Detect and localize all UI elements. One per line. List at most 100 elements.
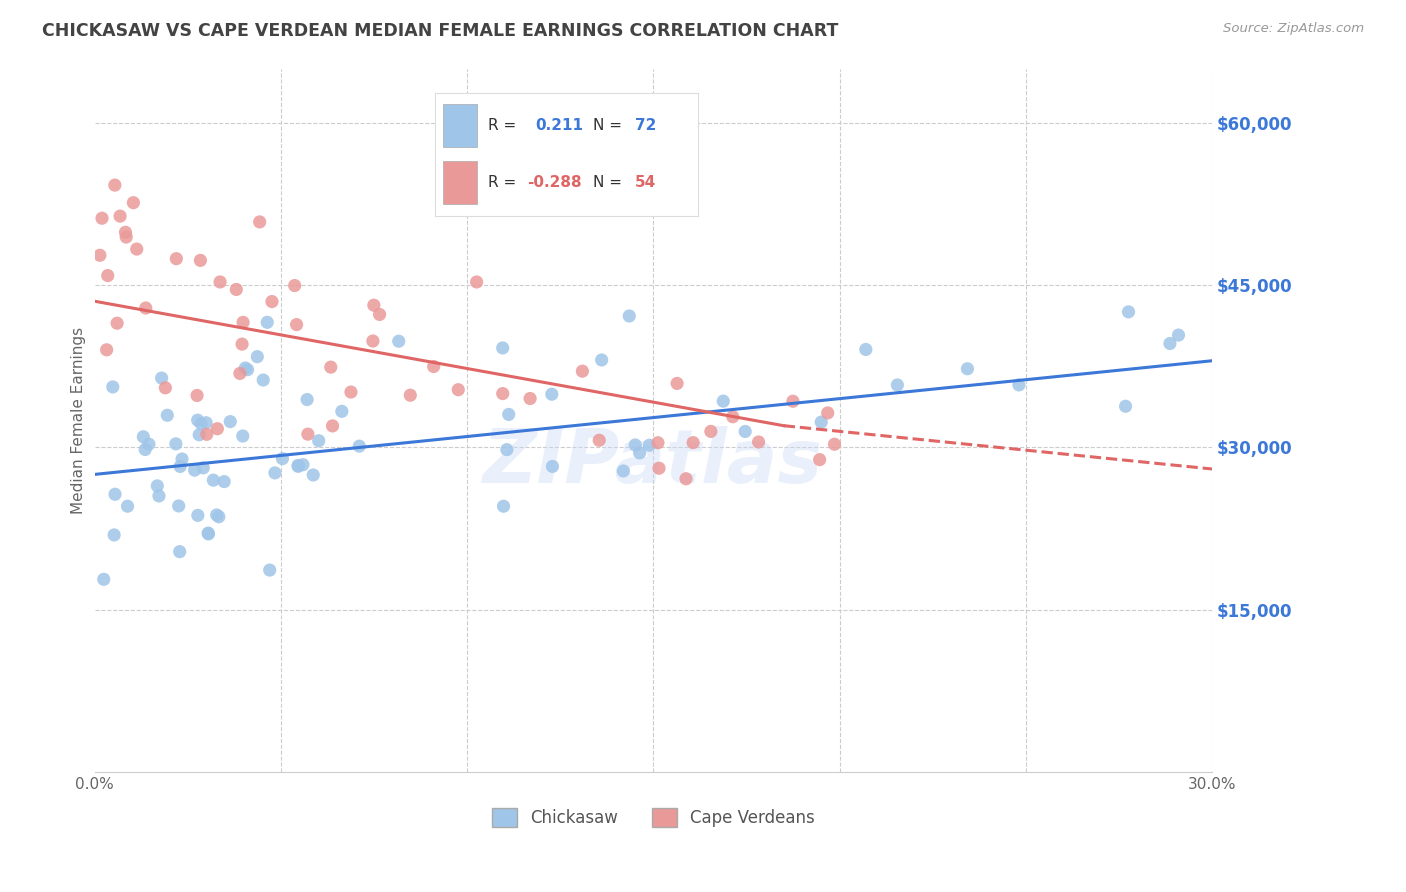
Point (638, 438, 661, 452)
Point (104, 178, 127, 193)
Point (122, 195, 145, 210)
Point (447, 383, 470, 397)
Point (591, 353, 613, 368)
Point (115, 230, 138, 244)
Text: CHICKASAW VS CAPE VERDEAN MEDIAN FEMALE EARNINGS CORRELATION CHART: CHICKASAW VS CAPE VERDEAN MEDIAN FEMALE … (42, 22, 838, 40)
Point (197, 527, 219, 541)
Point (711, 394, 734, 409)
Point (195, 427, 218, 442)
Point (287, 459, 309, 474)
Point (169, 459, 191, 474)
Point (492, 500, 515, 514)
Point (810, 415, 832, 429)
Point (619, 309, 641, 323)
Point (103, 528, 125, 542)
Point (165, 437, 187, 451)
Point (117, 500, 139, 514)
Point (285, 318, 308, 332)
Point (349, 439, 371, 453)
Point (167, 499, 190, 513)
Point (264, 466, 287, 480)
Point (259, 563, 281, 577)
Point (186, 388, 208, 402)
Point (855, 343, 877, 357)
Point (169, 544, 191, 558)
Point (93, 572, 115, 586)
Point (252, 373, 274, 387)
Point (1115, 399, 1137, 413)
Point (236, 362, 259, 376)
Point (824, 437, 846, 451)
Point (1008, 378, 1031, 392)
Point (540, 387, 562, 401)
Point (388, 334, 411, 349)
Point (734, 425, 756, 439)
Point (105, 316, 128, 330)
Point (399, 388, 422, 402)
Point (202, 473, 225, 487)
Point (782, 394, 804, 409)
Text: Source: ZipAtlas.com: Source: ZipAtlas.com (1223, 22, 1364, 36)
Point (134, 442, 156, 457)
Point (666, 376, 689, 391)
Point (114, 225, 136, 239)
Point (231, 337, 253, 351)
Point (721, 409, 744, 424)
Point (219, 415, 242, 429)
Point (208, 509, 231, 524)
Point (422, 359, 444, 374)
Point (187, 508, 209, 523)
Point (271, 451, 294, 466)
Point (541, 459, 564, 474)
Point (319, 360, 342, 375)
Point (330, 404, 353, 418)
Point (190, 417, 212, 431)
Point (519, 392, 541, 406)
Point (496, 442, 519, 457)
Point (132, 430, 155, 444)
Point (197, 526, 219, 541)
Point (148, 489, 170, 503)
Point (492, 341, 515, 355)
Point (246, 350, 269, 364)
Point (808, 452, 831, 467)
Point (256, 315, 278, 329)
Point (465, 275, 488, 289)
Point (498, 408, 520, 422)
Point (101, 380, 124, 394)
Point (612, 464, 634, 478)
Point (170, 452, 193, 467)
Point (207, 422, 229, 436)
Point (340, 385, 363, 400)
Point (260, 294, 283, 309)
Point (1167, 328, 1189, 343)
Point (96, 343, 118, 357)
Point (233, 361, 256, 376)
Point (135, 301, 157, 315)
Point (193, 461, 215, 475)
Point (155, 381, 177, 395)
Point (648, 461, 671, 475)
Point (89, 248, 111, 262)
Point (886, 378, 908, 392)
Point (188, 427, 211, 442)
Point (647, 435, 669, 450)
Point (297, 427, 319, 442)
Text: ZIPatlas: ZIPatlas (484, 426, 824, 499)
Point (308, 434, 330, 448)
Point (209, 275, 232, 289)
Point (165, 252, 187, 266)
Y-axis label: Median Female Earnings: Median Female Earnings (72, 326, 86, 514)
Point (492, 386, 515, 401)
Point (817, 406, 839, 420)
Point (361, 334, 384, 348)
Point (104, 487, 127, 501)
Point (287, 458, 309, 473)
Point (187, 413, 209, 427)
Point (291, 458, 314, 472)
Point (588, 434, 610, 448)
Point (232, 429, 254, 443)
Point (956, 361, 979, 376)
Point (628, 446, 651, 460)
Point (91, 211, 114, 226)
